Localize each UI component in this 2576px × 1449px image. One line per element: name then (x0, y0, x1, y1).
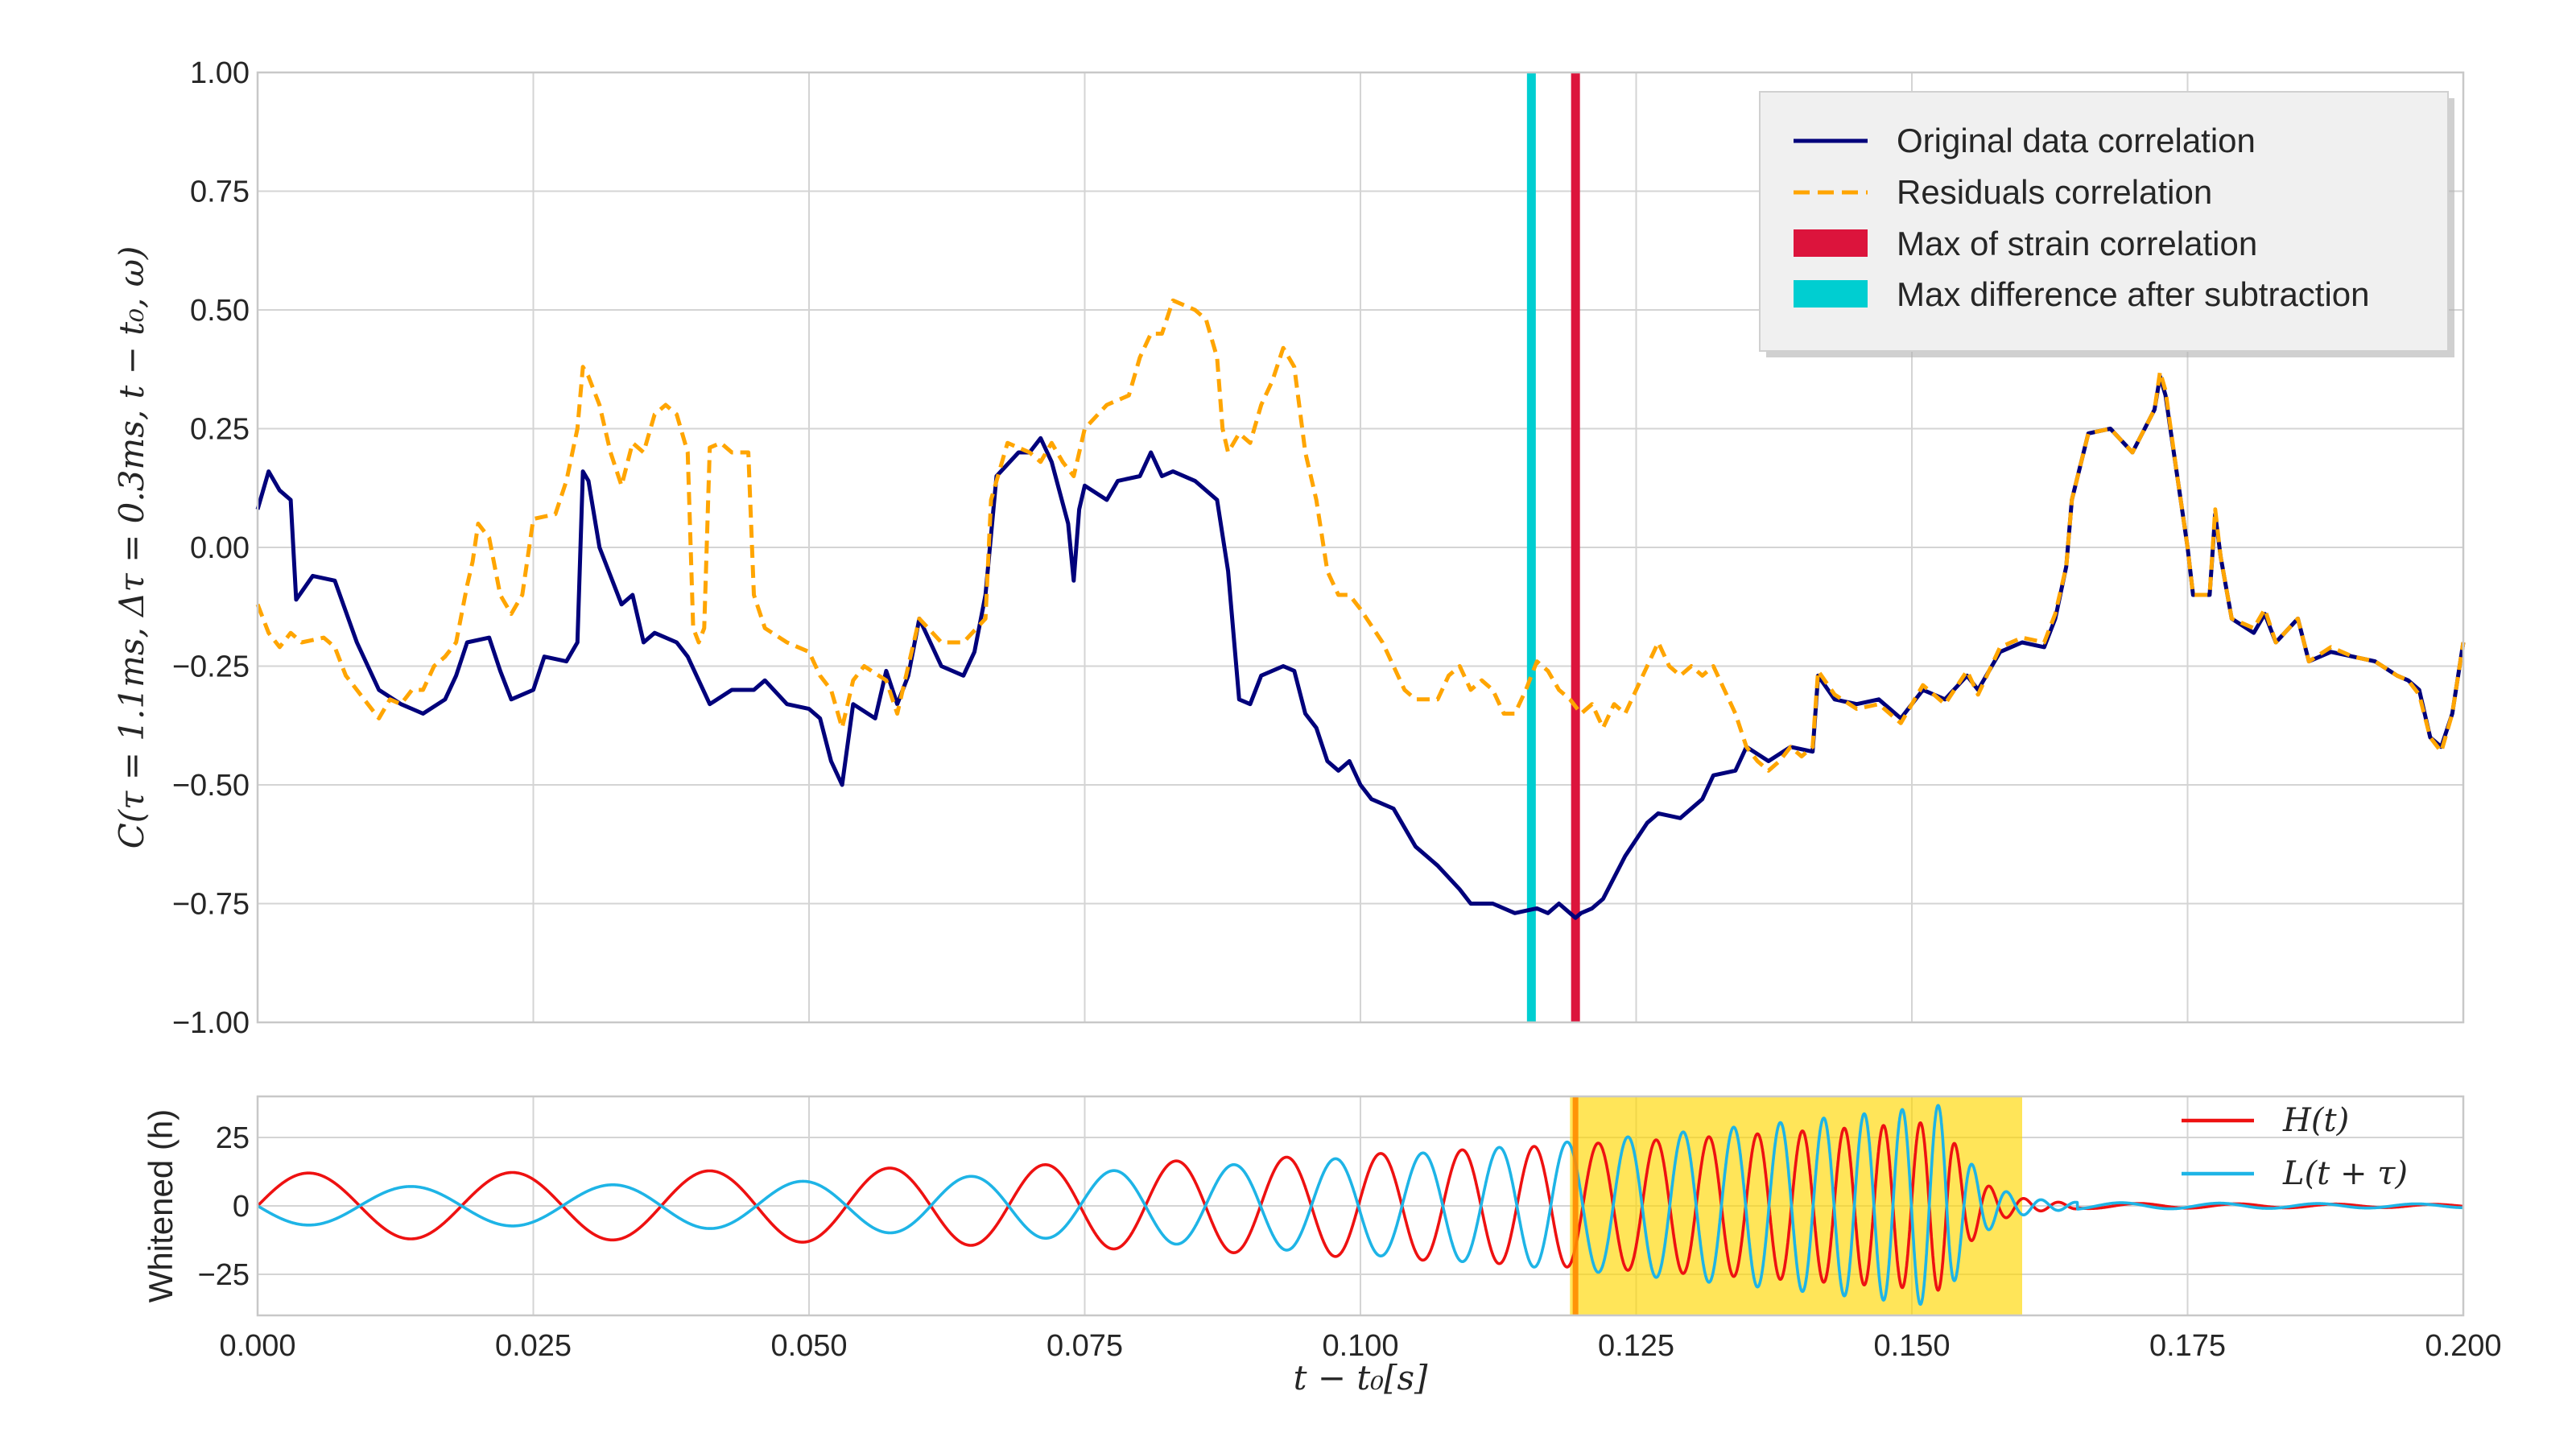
whitened-y-tick-label: −25 (198, 1258, 250, 1292)
legend-residuals-label: Residuals correlation (1897, 173, 2212, 211)
correlation-y-tick-label: 1.00 (190, 56, 250, 90)
whitened-series-line (256, 1104, 2465, 1307)
x-tick-label: 0.100 (1322, 1329, 1398, 1363)
legend-l-label: L(t + τ) (2282, 1155, 2408, 1192)
x-tick-label: 0.150 (1873, 1329, 1950, 1363)
whitened-y-tick-label: 0 (233, 1190, 250, 1224)
correlation-series (255, 298, 2466, 920)
whitened-series-line (256, 1121, 2465, 1292)
legend-h-label: H(t) (2282, 1102, 2349, 1139)
correlation-plot-frame (256, 71, 2465, 1024)
correlation-y-tick-label: −0.25 (172, 650, 250, 684)
x-tick-label: 0.075 (1046, 1329, 1123, 1363)
x-tick-label: 0.175 (2149, 1329, 2226, 1363)
correlation-y-tick-labels: 1.00 0.75 0.50 0.25 0.00 −0.25 −0.50 −0.75 −1.00 (172, 56, 250, 1040)
correlation-panel: 1.00 0.75 0.50 0.25 0.00 −0.25 −0.50 −0.75 −1.00… (112, 56, 2466, 1040)
correlation-y-axis-label: C(τ = 1.1ms, Δτ = 0.3ms, t − t₀, ω) (112, 246, 151, 849)
highlight-span (1570, 1096, 2022, 1315)
whitened-y-tick-labels: 25 0 −25 (198, 1121, 250, 1292)
x-axis-label: t − t₀[s] (1294, 1358, 1428, 1397)
x-tick-label: 0.125 (1598, 1329, 1674, 1363)
x-tick-labels: 0.000 0.025 0.050 0.075 0.100 0.125 0.150 0.175… (219, 1329, 2501, 1363)
correlation-y-tick-label: 0.25 (190, 413, 250, 447)
legend-original-label: Original data correlation (1897, 122, 2256, 159)
legend-difference-swatch (1794, 280, 1868, 308)
legend-strain-swatch (1794, 229, 1868, 257)
whitened-y-axis-label: Whitened (h) (142, 1109, 180, 1302)
correlation-y-tick-label: 0.75 (190, 175, 250, 209)
correlation-y-tick-label: −1.00 (172, 1006, 250, 1040)
correlation-y-tick-label: −0.50 (172, 769, 250, 803)
whitened-legend: H(t) L(t + τ) (2182, 1102, 2408, 1192)
whitened-panel: 25 0 −25 0.000 0.025 0.050 0.075 0.100 0.125 0.1… (142, 1095, 2502, 1397)
x-tick-label: 0.200 (2425, 1329, 2501, 1363)
legend-difference-label: Max difference after subtraction (1897, 275, 2370, 313)
x-tick-label: 0.050 (770, 1329, 847, 1363)
whitened-y-tick-label: 25 (216, 1121, 250, 1155)
correlation-series-line (255, 298, 2466, 773)
x-tick-label: 0.025 (495, 1329, 572, 1363)
correlation-vlines (1526, 72, 1580, 1022)
correlation-y-tick-label: 0.50 (190, 294, 250, 328)
x-tick-label: 0.000 (219, 1329, 295, 1363)
correlation-y-tick-label: 0.00 (190, 531, 250, 565)
whitened-series (256, 1104, 2465, 1307)
correlation-legend: Original data correlation Residuals corr… (1759, 91, 2454, 357)
legend-box (1759, 91, 2449, 352)
correlation-y-tick-label: −0.75 (172, 888, 250, 922)
legend-strain-label: Max of strain correlation (1897, 225, 2257, 262)
whitened-plot-frame (256, 1095, 2465, 1317)
correlation-series-line (255, 374, 2466, 920)
